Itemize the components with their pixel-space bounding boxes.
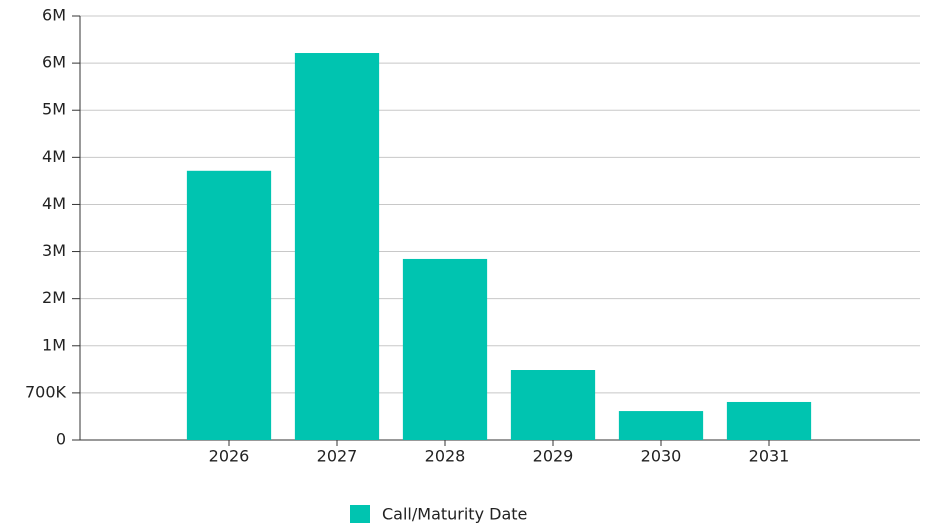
bar <box>618 411 704 440</box>
x-tick-label: 2027 <box>317 447 358 466</box>
legend-swatch <box>350 505 370 523</box>
y-tick-label: 0 <box>56 430 66 449</box>
bar <box>186 170 272 441</box>
x-tick-label: 2030 <box>641 447 682 466</box>
y-tick-label: 5M <box>42 100 66 119</box>
y-tick-label: 6M <box>42 53 66 72</box>
y-tick-label: 4M <box>42 147 66 166</box>
y-tick-label: 1M <box>42 335 66 354</box>
bar <box>726 401 812 440</box>
x-tick-label: 2031 <box>749 447 790 466</box>
y-tick-label: 700K <box>25 382 67 401</box>
x-tick-label: 2028 <box>425 447 466 466</box>
y-tick-label: 2M <box>42 288 66 307</box>
x-tick-label: 2029 <box>533 447 574 466</box>
legend-label: Call/Maturity Date <box>382 505 527 524</box>
x-tick-label: 2026 <box>209 447 250 466</box>
bar <box>294 53 380 441</box>
y-tick-label: 4M <box>42 194 66 213</box>
bar <box>402 258 488 440</box>
bar <box>510 370 596 440</box>
y-tick-label: 3M <box>42 241 66 260</box>
y-tick-label: 6M <box>42 6 66 25</box>
